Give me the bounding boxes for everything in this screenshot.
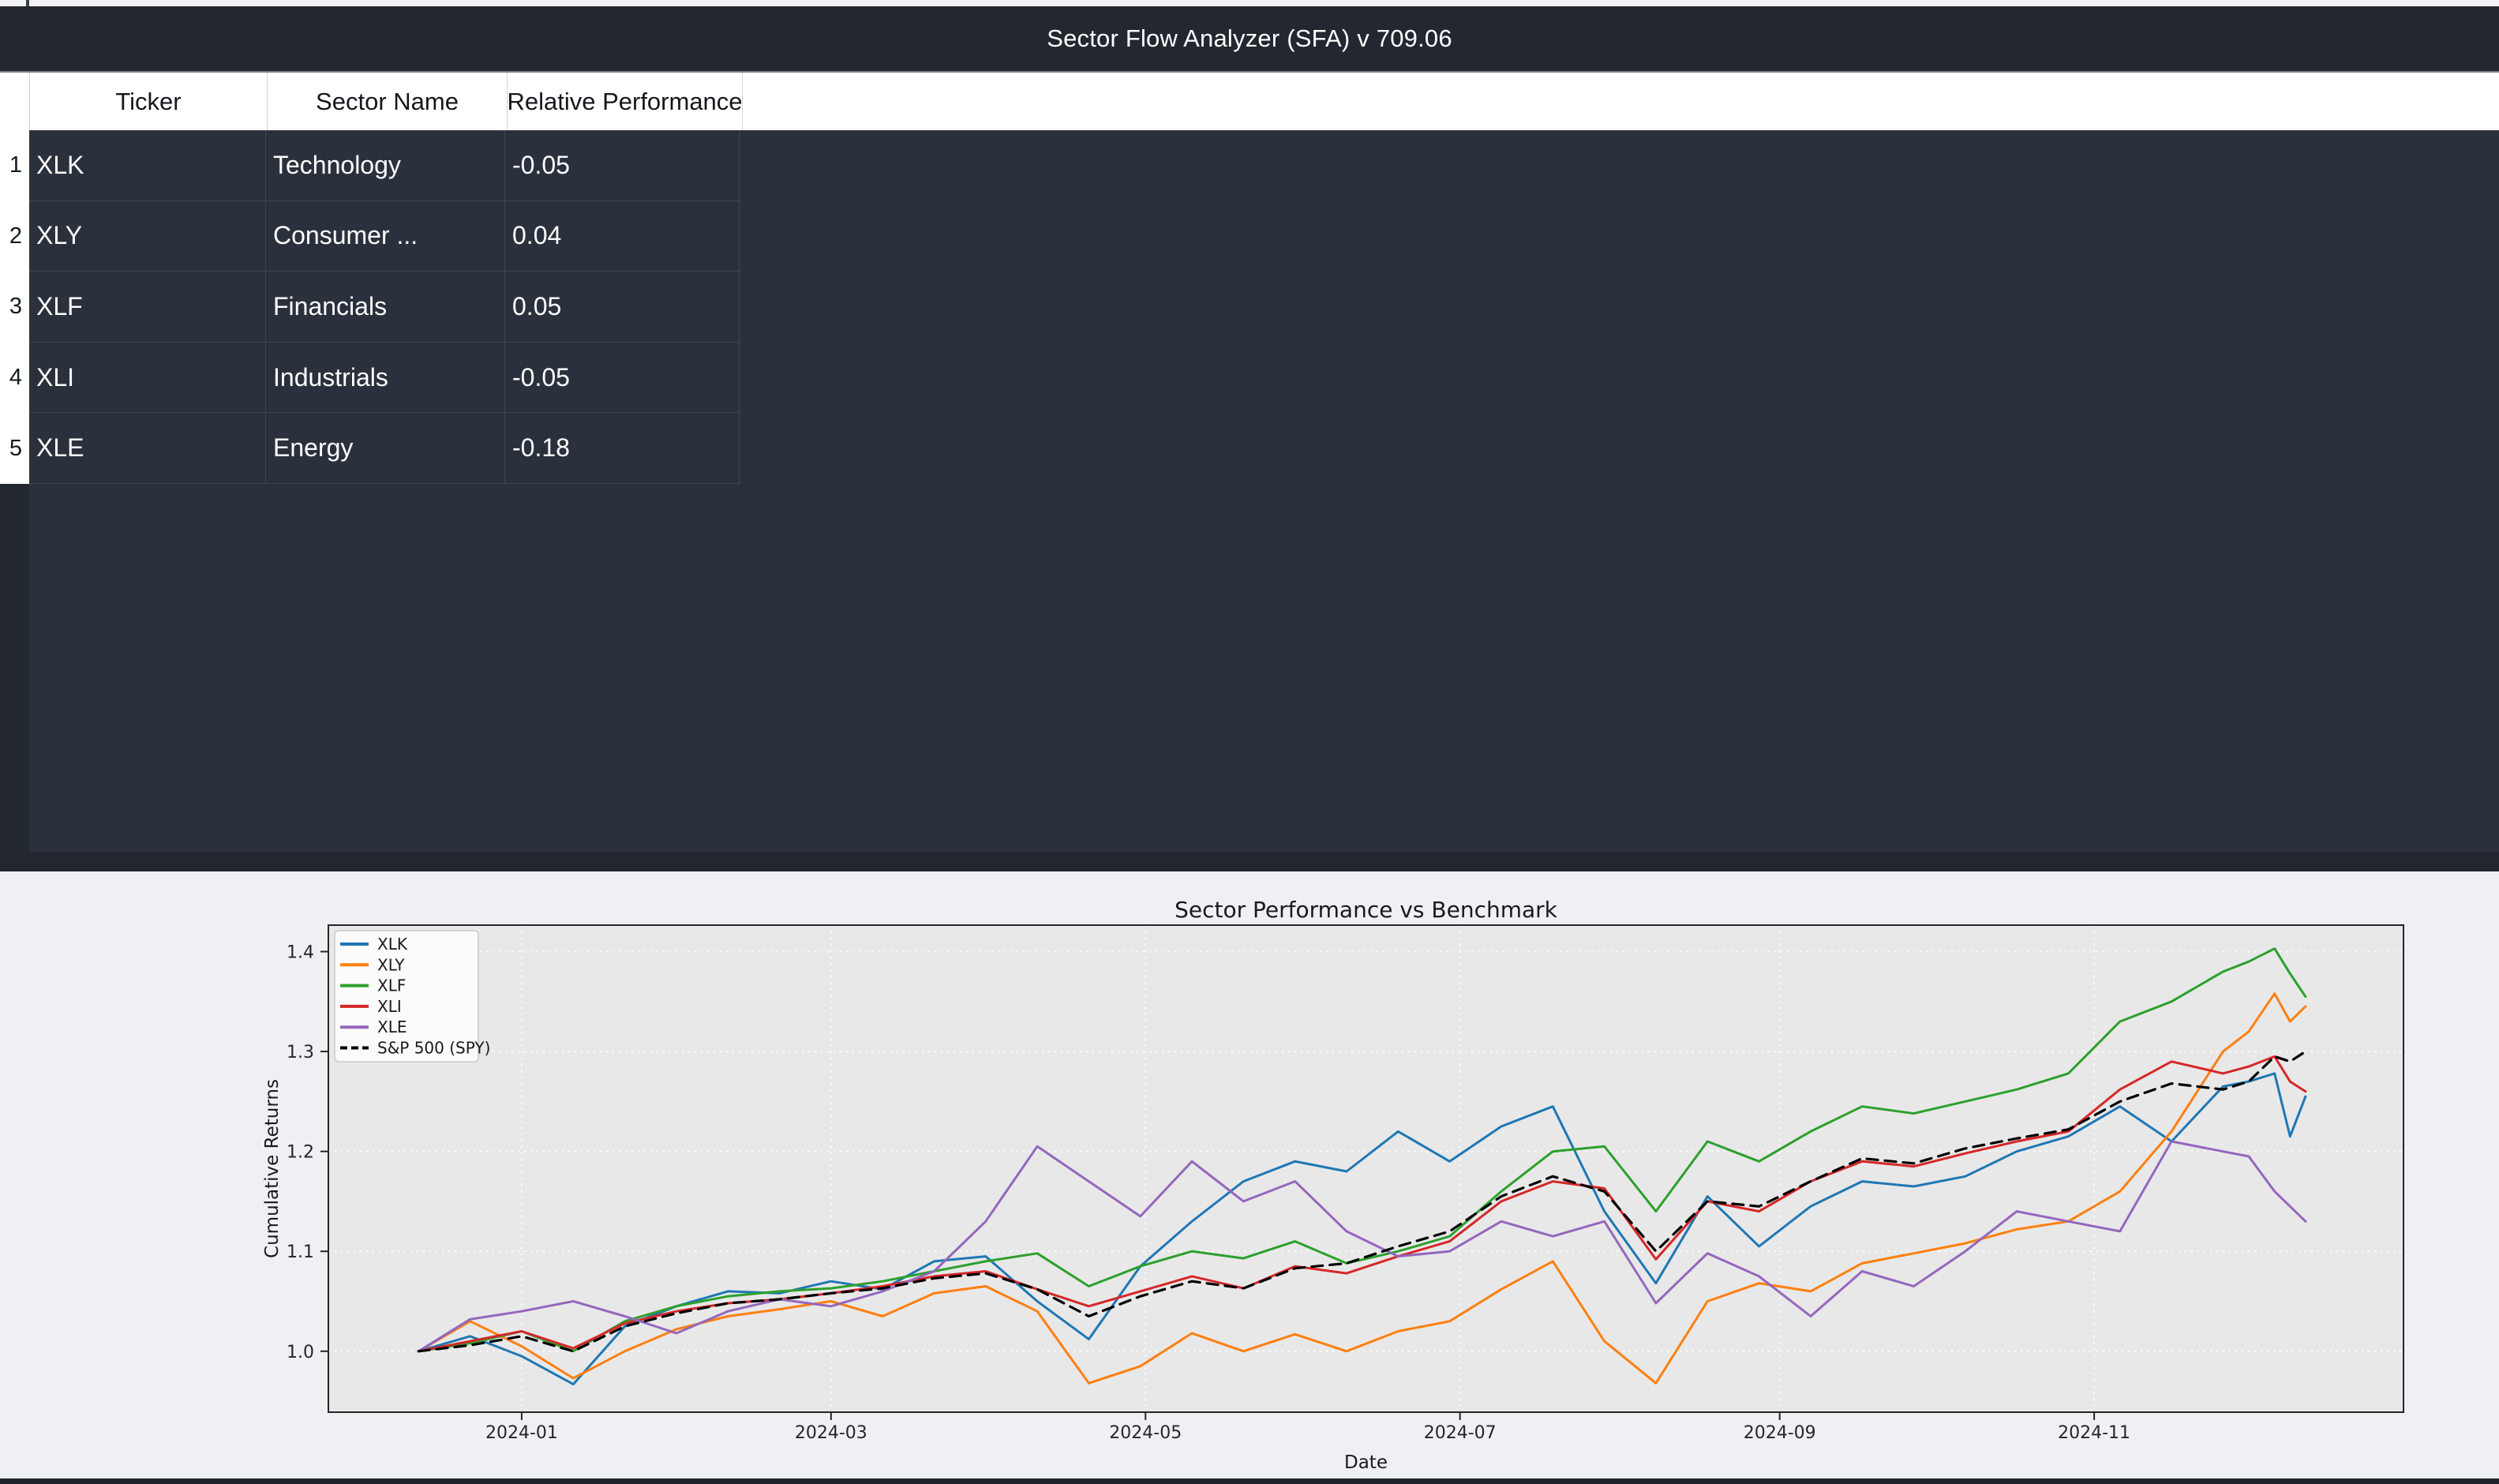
legend-label: XLE [377, 1017, 407, 1036]
x-tick-label: 2024-03 [795, 1423, 867, 1443]
row-number-gutter: 1 2 3 4 5 [0, 130, 29, 484]
chart-title: Sector Performance vs Benchmark [1175, 897, 1558, 923]
column-header-ticker[interactable]: Ticker [30, 73, 268, 130]
table-body: XLK Technology -0.05 XLY Consumer ... 0.… [29, 130, 740, 484]
title-bar: Sector Flow Analyzer (SFA) v 709.06 [0, 6, 2499, 73]
x-tick-label: 2024-05 [1109, 1423, 1182, 1443]
series-line-xly [417, 992, 2307, 1385]
table-row[interactable]: XLI Industrials -0.05 [29, 342, 740, 414]
chart-panel: 2024-01 2024-03 2024-05 2024-07 2024-09 2024-… [0, 871, 2499, 1478]
x-tick-label: 2024-11 [2058, 1423, 2130, 1443]
y-tick-label: 1.0 [287, 1343, 314, 1362]
legend-label: XLY [377, 955, 405, 974]
legend-label: S&P 500 (SPY) [377, 1039, 490, 1058]
x-tick-label: 2024-09 [1744, 1423, 1816, 1443]
sector-cell[interactable]: Financials [266, 272, 505, 342]
gutter-empty-area [0, 484, 29, 852]
row-header-2[interactable]: 2 [9, 223, 22, 249]
y-tick-label: 1.1 [287, 1242, 314, 1262]
row-header-5[interactable]: 5 [9, 435, 22, 461]
y-axis-label: Cumulative Returns [262, 1079, 283, 1258]
y-tick-label: 1.4 [287, 943, 314, 963]
x-tick-label: 2024-07 [1424, 1423, 1497, 1443]
column-header-relative-performance[interactable]: Relative Performance [508, 73, 743, 130]
series-line-xle [417, 1140, 2307, 1353]
row-header-4[interactable]: 4 [9, 365, 22, 391]
legend-label: XLI [377, 997, 402, 1016]
sector-table: Ticker Sector Name Relative Performance … [0, 73, 2499, 852]
sector-cell[interactable]: Energy [266, 413, 505, 483]
y-tick-label: 1.2 [287, 1143, 314, 1163]
ticker-cell[interactable]: XLK [29, 130, 266, 200]
table-header-row: Ticker Sector Name Relative Performance [0, 73, 2499, 130]
perf-cell[interactable]: -0.05 [505, 342, 740, 413]
table-row[interactable]: XLE Energy -0.18 [29, 413, 740, 484]
sector-cell[interactable]: Technology [266, 130, 505, 200]
perf-cell[interactable]: -0.05 [505, 130, 740, 200]
series-line-xlf [417, 947, 2307, 1353]
legend [334, 930, 479, 1062]
performance-chart: 2024-01 2024-03 2024-05 2024-07 2024-09 2024-… [262, 897, 2404, 1473]
sector-cell[interactable]: Industrials [266, 342, 505, 413]
y-tick-label: 1.3 [287, 1043, 314, 1062]
window-title: Sector Flow Analyzer (SFA) v 709.06 [1047, 24, 1452, 52]
table-row[interactable]: XLK Technology -0.05 [29, 130, 740, 201]
legend-label: XLF [377, 976, 406, 995]
x-axis-label: Date [1344, 1452, 1388, 1473]
ticker-cell[interactable]: XLE [29, 413, 266, 483]
perf-cell[interactable]: 0.04 [505, 200, 740, 272]
x-tick-label: 2024-01 [485, 1423, 558, 1443]
table-row[interactable]: XLY Consumer ... 0.04 [29, 200, 740, 272]
panel-separator [0, 852, 2499, 871]
row-header-1[interactable]: 1 [9, 152, 22, 178]
plot-area [328, 925, 2403, 1412]
ticker-cell[interactable]: XLI [29, 342, 266, 413]
window-edge-artifact [26, 0, 29, 6]
perf-cell[interactable]: -0.18 [505, 413, 740, 483]
ticker-cell[interactable]: XLF [29, 272, 266, 342]
table-row[interactable]: XLF Financials 0.05 [29, 272, 740, 343]
table-corner-cell[interactable] [0, 73, 30, 130]
legend-label: XLK [377, 935, 408, 954]
perf-cell[interactable]: 0.05 [505, 272, 740, 342]
sector-cell[interactable]: Consumer ... [266, 200, 505, 272]
series-line-s-p-500-spy- [417, 1050, 2307, 1353]
ticker-cell[interactable]: XLY [29, 200, 266, 272]
series-line-xlk [417, 1072, 2307, 1386]
plot-border [328, 924, 2404, 1413]
row-header-3[interactable]: 3 [9, 294, 22, 320]
window-bottom-edge [0, 1478, 2499, 1484]
column-header-sector-name[interactable]: Sector Name [268, 73, 508, 130]
window-top-strip [0, 0, 2499, 6]
